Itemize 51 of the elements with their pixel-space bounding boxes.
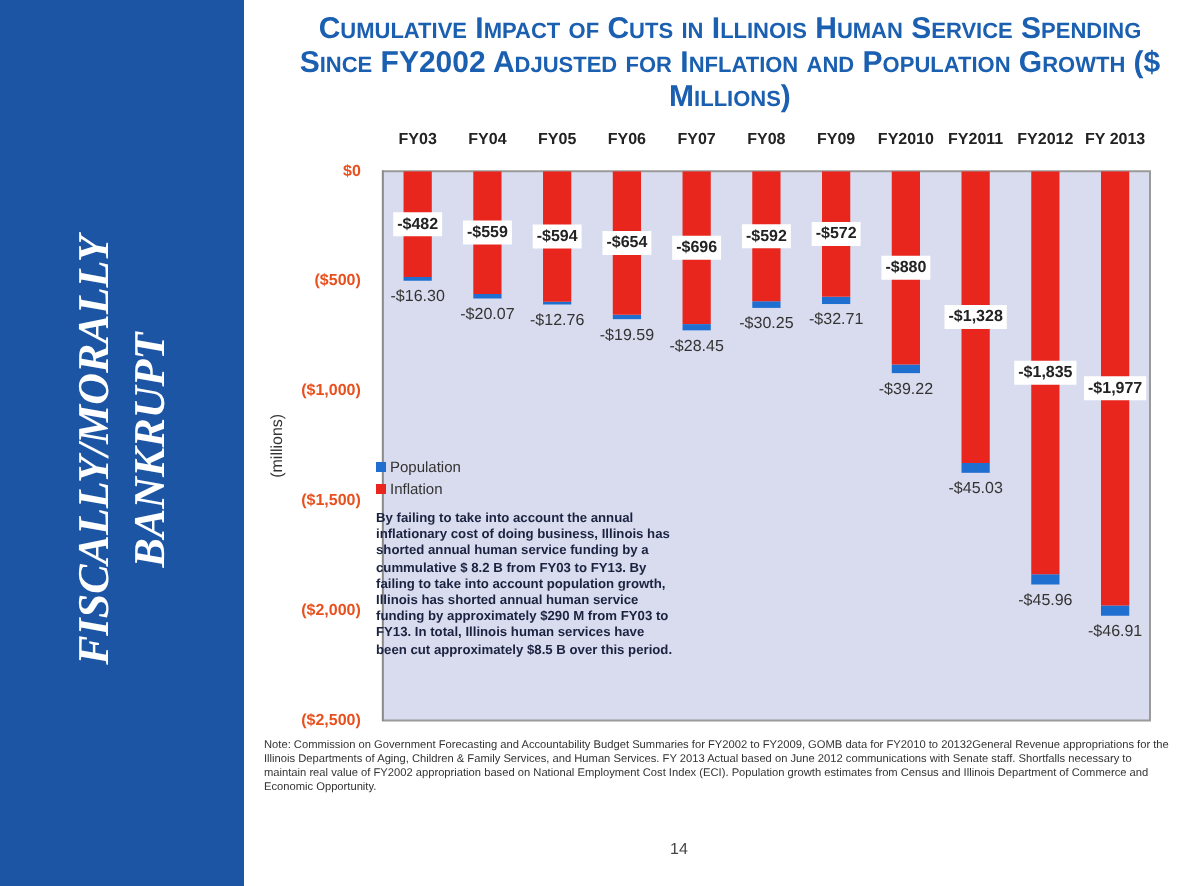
data-label: -$46.91 — [1087, 622, 1144, 641]
bar — [891, 364, 921, 374]
y-tick-label: ($1,000) — [301, 381, 362, 400]
data-label: -$28.45 — [669, 336, 725, 355]
y-tick-label: ($2,000) — [301, 600, 362, 619]
data-label: -$20.07 — [460, 304, 516, 323]
data-label: -$1,835 — [1018, 363, 1074, 382]
bar — [822, 296, 851, 305]
x-tick-label: FY 2013 — [1085, 130, 1147, 149]
x-tick-label: FY09 — [817, 130, 857, 149]
data-label: -$654 — [606, 233, 649, 252]
data-label: -$696 — [676, 238, 719, 257]
bar — [682, 324, 711, 331]
text: FISCALLY/MORALLY BANKRUPT — [66, 230, 176, 669]
data-label: -$594 — [536, 226, 579, 245]
bar — [1101, 605, 1130, 616]
data-label: -$1,977 — [1087, 378, 1144, 397]
x-tick-label: FY04 — [468, 130, 508, 149]
bar — [752, 301, 781, 308]
data-label: -$880 — [885, 258, 928, 277]
bar — [1031, 574, 1060, 585]
y-tick-label: ($2,500) — [301, 710, 362, 729]
text: 14 — [670, 840, 688, 858]
y-tick-label: ($1,500) — [301, 491, 362, 510]
data-label: -$592 — [745, 226, 788, 245]
x-tick-label: FY03 — [398, 130, 438, 149]
data-label: -$572 — [815, 224, 858, 243]
chart-title: Cumulative Impact of Cuts in Illinois Human Service Spending Since FY2002 Adjusted for Inflation and Population Growth ($ Millions) — [297, 12, 1163, 114]
x-tick-label: FY2012 — [1017, 130, 1075, 149]
data-label: -$39.22 — [878, 379, 935, 398]
data-label: -$1,328 — [948, 307, 1004, 326]
data-label: -$482 — [397, 214, 440, 233]
x-tick-label: FY08 — [747, 130, 787, 149]
y-axis-title: (millions) — [268, 413, 287, 478]
data-label: -$16.30 — [390, 287, 446, 306]
x-tick-label: FY06 — [607, 130, 648, 149]
data-label: -$12.76 — [530, 310, 586, 329]
x-tick-label: FY07 — [677, 130, 717, 149]
y-tick-label: $0 — [342, 161, 362, 180]
x-tick-label: FY2010 — [877, 130, 935, 149]
data-label: -$559 — [466, 223, 509, 242]
data-label: -$19.59 — [599, 325, 656, 344]
data-label: -$45.03 — [948, 479, 1004, 498]
x-tick-label: FY05 — [538, 130, 578, 149]
bar — [961, 462, 990, 473]
data-label: -$30.25 — [739, 314, 795, 333]
bar — [612, 314, 642, 320]
data-label: -$45.96 — [1018, 590, 1074, 609]
data-label: -$32.71 — [809, 310, 865, 329]
y-tick-label: ($500) — [314, 271, 362, 290]
x-tick-label: FY2011 — [948, 130, 1005, 149]
